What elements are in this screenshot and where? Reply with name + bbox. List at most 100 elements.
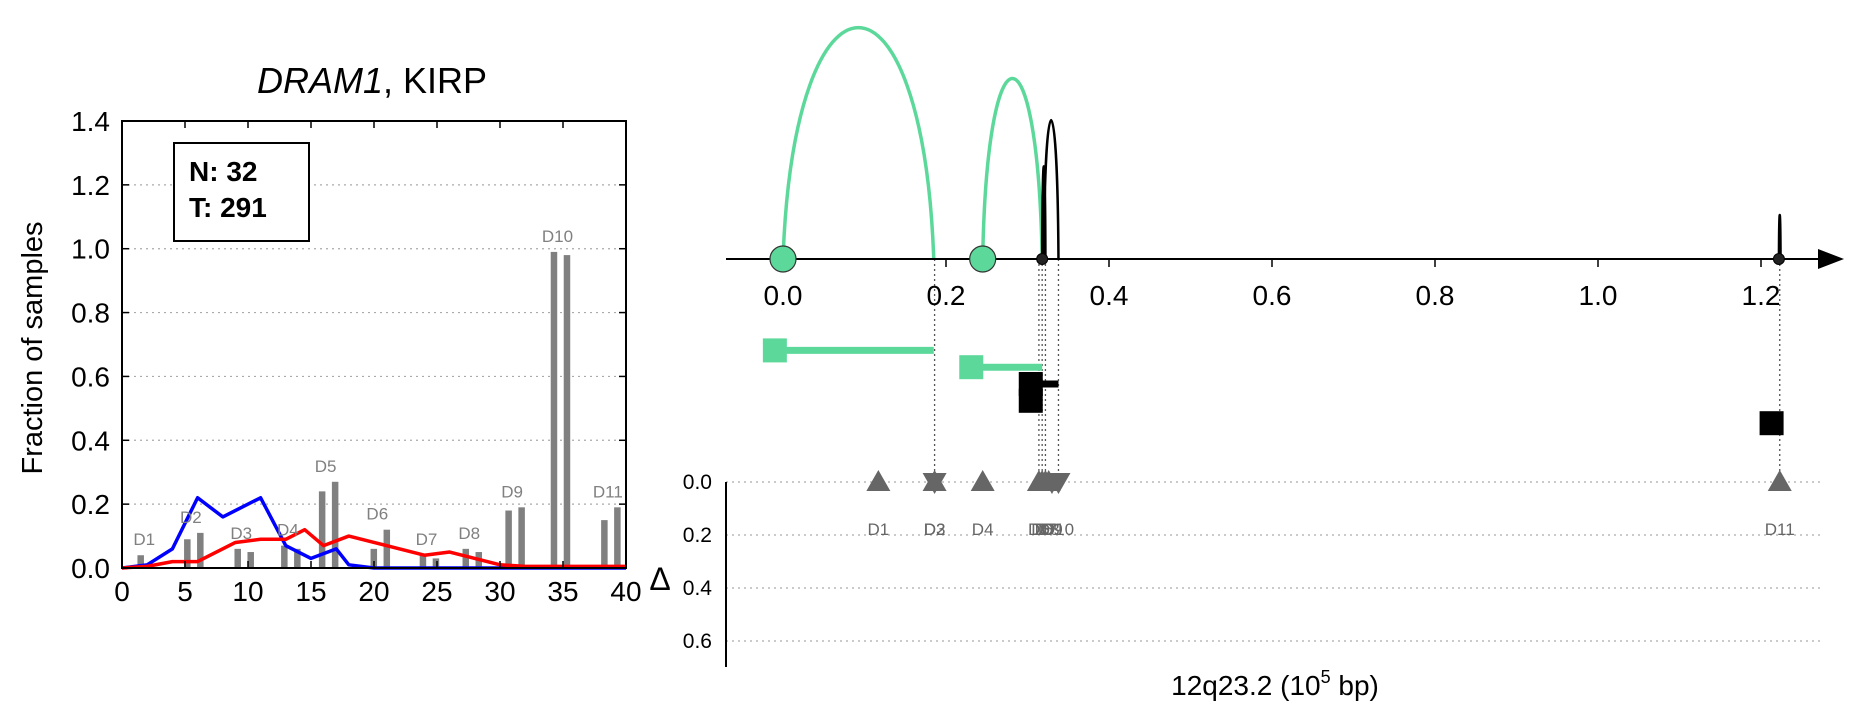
left-x-tick-label: 10	[232, 576, 263, 607]
left-bar	[281, 545, 288, 568]
left-title-rest: , KIRP	[383, 60, 487, 101]
left-x-tick-label: 5	[177, 576, 193, 607]
delta-marker	[1046, 473, 1071, 494]
genomic-axis: 0.0 0.2 0.4 0.6 0.8 1.0 1.2	[726, 249, 1844, 311]
anchor-nodes	[769, 245, 1785, 273]
interaction-arcs	[781, 25, 1782, 260]
left-x-tick-label: 30	[484, 576, 515, 607]
left-bar	[137, 555, 144, 568]
left-bar	[614, 507, 621, 568]
left-title-gene: DRAM1	[257, 60, 383, 101]
left-x-tick-label: 15	[295, 576, 326, 607]
right-x-tick-label: 1.2	[1742, 280, 1781, 311]
left-bar-label: D9	[501, 482, 523, 501]
left-bar	[383, 529, 391, 568]
left-bar	[432, 558, 440, 568]
delta-marker	[922, 473, 947, 494]
left-y-tick-label: 1.0	[71, 234, 110, 265]
left-bar	[505, 510, 512, 568]
tumor-series-line	[121, 527, 626, 570]
anchor-node	[969, 245, 997, 273]
left-y-tick-label: 0.2	[71, 489, 110, 520]
delta-marker-label: D1	[867, 520, 889, 539]
left-bar	[247, 552, 254, 568]
delta-marker-label: D11	[1765, 520, 1795, 539]
left-bar-label: D10	[542, 227, 573, 246]
left-x-tick-label: 40	[610, 576, 641, 607]
right-x-tick-label: 1.0	[1579, 280, 1618, 311]
xlabel-exponent: 5	[1321, 667, 1331, 687]
left-bar	[197, 532, 204, 568]
left-chart-title: DRAM1, KIRP	[257, 60, 487, 101]
left-y-axis-label: Fraction of samples	[17, 221, 49, 474]
left-bar-label: D2	[180, 508, 202, 527]
left-bar-label: D6	[366, 505, 388, 524]
delta-marker	[866, 470, 891, 491]
left-bar	[563, 255, 571, 568]
left-bar-chart: D1 D2 D3 D4 D5 D6 D7 D8 D9 D10 D11 0.0 0.2 0.4 0.6 0.8…	[17, 60, 642, 607]
segment-box	[762, 338, 787, 363]
segment-box	[959, 355, 984, 380]
left-axis-ticks: 0.0 0.2 0.4 0.6 0.8 1.0 1.2 1.4 0 5 10 15 20 25 30 35 40	[71, 106, 642, 607]
interaction-arc	[781, 25, 936, 260]
left-bar-label: D11	[593, 482, 623, 501]
interaction-arc	[1040, 165, 1047, 260]
left-x-tick-label: 20	[358, 576, 389, 607]
left-x-tick-label: 35	[547, 576, 578, 607]
left-bar	[550, 251, 558, 568]
delta-marker-label: D4	[972, 520, 994, 539]
left-bar-label: D4	[277, 521, 299, 540]
xlabel-suffix: bp)	[1331, 670, 1379, 701]
delta-marker	[1767, 470, 1792, 491]
segment-box	[1018, 388, 1043, 413]
left-bar-label: D1	[133, 530, 155, 549]
anchor-node	[1036, 253, 1049, 265]
left-bar	[518, 507, 525, 568]
count-legend-box: N: 32 T: 291	[173, 142, 310, 242]
left-bar-label: D8	[458, 524, 480, 543]
delta-gridlines	[726, 481, 1820, 642]
delta-marker-label: D10	[1043, 520, 1074, 539]
left-bar-label: D5	[315, 457, 337, 476]
axis-arrowhead	[1818, 249, 1844, 269]
delta-tick-label: 0.2	[683, 524, 712, 547]
delta-tick-label: 0.4	[683, 577, 713, 600]
left-bar	[234, 548, 241, 568]
left-y-tick-label: 1.2	[71, 170, 110, 201]
delta-tick-label: 0.0	[683, 471, 712, 494]
left-bar	[462, 548, 470, 568]
left-y-tick-label: 1.4	[71, 106, 110, 137]
anchor-node	[1772, 253, 1785, 265]
left-bar-label: D7	[416, 530, 438, 549]
right-x-tick-label: 0.4	[1090, 280, 1129, 311]
delta-marker-label: D8	[1038, 520, 1060, 539]
interaction-arc	[1777, 214, 1782, 260]
count-legend-frame	[173, 142, 310, 242]
left-bar	[184, 539, 191, 568]
left-bar	[331, 481, 339, 568]
right-x-tick-label: 0.0	[764, 280, 803, 311]
delta-marker-label: D5	[1028, 520, 1050, 539]
left-bars	[137, 251, 621, 568]
xlabel-prefix: 12q23.2 (10	[1171, 670, 1320, 701]
delta-tick-label: 0.6	[683, 630, 712, 653]
normal-count-label: N: 32	[189, 156, 257, 187]
left-y-tick-label: 0.8	[71, 298, 110, 329]
tumor-count-label: T: 291	[189, 192, 267, 223]
left-bar	[419, 555, 427, 568]
delta-marker-label: D6	[1031, 520, 1053, 539]
delta-marker-label: D2	[924, 520, 946, 539]
left-y-tick-label: 0.4	[71, 425, 110, 456]
anchor-node	[769, 245, 797, 273]
vertical-guide-lines	[933, 259, 1781, 482]
left-x-tick-label: 25	[421, 576, 452, 607]
left-y-tick-label: 0.6	[71, 361, 110, 392]
delta-axis-label: Δ	[649, 561, 670, 597]
delta-marker	[970, 470, 995, 491]
right-x-axis-label: 12q23.2 (105 bp)	[1171, 667, 1379, 701]
left-bar	[370, 548, 378, 568]
delta-marker-label: D3	[924, 520, 946, 539]
right-x-tick-label: 0.6	[1253, 280, 1292, 311]
